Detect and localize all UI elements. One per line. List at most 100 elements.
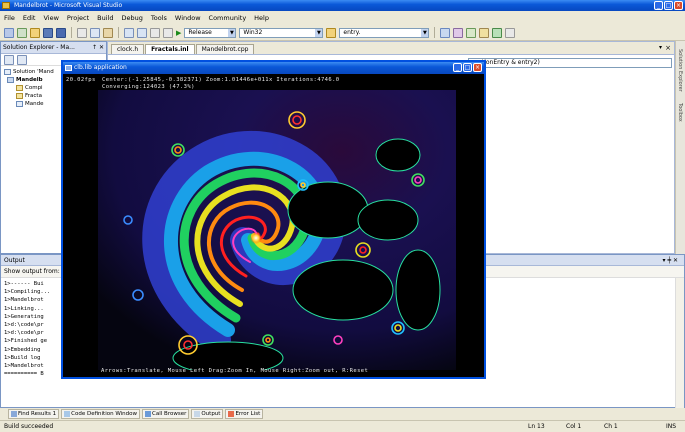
output-line: 1>Finished ge bbox=[4, 338, 48, 345]
cut-icon[interactable] bbox=[77, 27, 87, 38]
redo-icon[interactable] bbox=[137, 27, 147, 38]
menu-community[interactable]: Community bbox=[208, 14, 247, 22]
menu-build[interactable]: Build bbox=[97, 14, 114, 22]
paste-icon[interactable] bbox=[103, 27, 113, 38]
maximize-icon[interactable]: □ bbox=[463, 63, 472, 72]
object-browser-icon[interactable] bbox=[466, 27, 477, 38]
status-bar: Build succeeded Ln 13 Col 1 Ch 1 INS bbox=[0, 420, 685, 432]
output-line: 1>------ Bui bbox=[4, 281, 44, 287]
chevron-down-icon: ▼ bbox=[228, 28, 236, 37]
play-icon: ▶ bbox=[176, 28, 182, 37]
tab-output[interactable]: Output bbox=[191, 409, 224, 419]
tab-label: Call Browser bbox=[152, 411, 187, 417]
mandelbrot-render bbox=[98, 90, 456, 370]
solution-explorer-title: Solution Explorer - Ma... bbox=[3, 44, 75, 51]
output-line: 1>Embedding bbox=[4, 346, 41, 353]
solution-configuration-select[interactable]: Release ▼ bbox=[184, 27, 237, 38]
start-debugging-button[interactable]: ▶ bbox=[176, 29, 181, 37]
menu-project[interactable]: Project bbox=[66, 14, 90, 22]
tab-list-icon[interactable]: ▾ bbox=[658, 44, 662, 51]
tab-error-list[interactable]: Error List bbox=[225, 409, 264, 419]
find-results-icon bbox=[11, 411, 17, 417]
tab-fractals-inl[interactable]: Fractals.inl bbox=[145, 44, 195, 54]
tab-call-browser[interactable]: Call Browser bbox=[142, 409, 190, 419]
minimize-icon[interactable]: _ bbox=[654, 1, 663, 10]
find-combo[interactable]: entry. ▼ bbox=[339, 27, 430, 38]
standard-toolbar: ▶ Release ▼ Win32 ▼ entry. ▼ bbox=[0, 25, 685, 41]
tab-clock-h[interactable]: clock.h bbox=[111, 44, 145, 54]
navigate-forward-icon[interactable] bbox=[163, 27, 173, 38]
start-page-icon[interactable] bbox=[492, 27, 503, 38]
window-title: Mandelbrot - Microsoft Visual Studio bbox=[14, 2, 123, 9]
menu-edit[interactable]: Edit bbox=[22, 14, 36, 22]
new-project-icon[interactable] bbox=[4, 27, 14, 38]
solution-explorer-icon[interactable] bbox=[440, 27, 451, 38]
tab-mandelbrot-cpp[interactable]: Mandelbrot.cpp bbox=[195, 44, 255, 54]
save-all-icon[interactable] bbox=[56, 27, 66, 38]
app-window-icon bbox=[65, 65, 72, 71]
pin-icon[interactable]: ↑ bbox=[92, 44, 98, 51]
tree-item-label: Solution 'Mand bbox=[13, 69, 54, 75]
add-item-icon[interactable] bbox=[17, 27, 27, 38]
tree-item-folder[interactable]: Fracta bbox=[4, 92, 103, 100]
status-column: Col 1 bbox=[566, 423, 582, 430]
close-document-icon[interactable]: × bbox=[665, 44, 671, 52]
member-dropdown[interactable]: erationEntry & entry2) bbox=[468, 58, 672, 68]
output-window-controls[interactable]: ▾ ╪ ✕ bbox=[662, 257, 678, 264]
tab-find-results[interactable]: Find Results 1 bbox=[8, 409, 60, 419]
toolbar-separator bbox=[71, 27, 72, 38]
solution-platform-select[interactable]: Win32 ▼ bbox=[239, 27, 324, 38]
save-icon[interactable] bbox=[43, 27, 53, 38]
converging-readout: Converging:124023 (47.3%) bbox=[102, 84, 195, 90]
tree-item-file[interactable]: Mande bbox=[4, 100, 103, 108]
status-char: Ch 1 bbox=[604, 423, 618, 430]
toolbar-separator bbox=[434, 27, 436, 38]
show-all-files-icon[interactable] bbox=[17, 54, 27, 65]
menu-debug[interactable]: Debug bbox=[121, 14, 143, 22]
tab-label: Find Results 1 bbox=[18, 411, 57, 417]
output-scrollbar[interactable] bbox=[675, 278, 684, 408]
undo-icon[interactable] bbox=[124, 27, 134, 38]
project-icon bbox=[7, 77, 14, 83]
platform-value: Win32 bbox=[243, 28, 263, 36]
tree-item-folder[interactable]: Compi bbox=[4, 84, 103, 92]
find-in-files-icon[interactable] bbox=[326, 27, 337, 38]
output-line: 1>Mandelbrot bbox=[4, 297, 44, 304]
output-icon bbox=[194, 411, 201, 417]
properties-icon[interactable] bbox=[453, 27, 464, 38]
tree-item-label: Mande bbox=[25, 101, 44, 107]
status-insert-mode: INS bbox=[666, 423, 677, 430]
chevron-down-icon: ▼ bbox=[421, 28, 429, 37]
close-icon[interactable]: × bbox=[674, 1, 683, 10]
open-file-icon[interactable] bbox=[30, 27, 40, 38]
bottom-toolwindow-tabs: Find Results 1 Code Definition Window Ca… bbox=[0, 408, 685, 420]
close-icon[interactable]: × bbox=[473, 63, 482, 72]
properties-icon[interactable] bbox=[4, 54, 14, 65]
solution-explorer-side-tab[interactable]: Solution Explorer bbox=[677, 49, 683, 92]
maximize-icon[interactable]: □ bbox=[664, 1, 673, 10]
status-line: Ln 13 bbox=[528, 423, 545, 430]
toolbar-options-icon[interactable] bbox=[505, 27, 516, 38]
menu-view[interactable]: View bbox=[43, 14, 59, 22]
menu-help[interactable]: Help bbox=[254, 14, 269, 22]
tree-item-label: Compi bbox=[25, 85, 43, 91]
toolbox-icon[interactable] bbox=[479, 27, 490, 38]
tree-item-project[interactable]: Mandelb bbox=[4, 76, 103, 84]
menu-tools[interactable]: Tools bbox=[150, 14, 167, 22]
controls-help-text: Arrows:Translate, Mouse Left Drag:Zoom I… bbox=[101, 368, 369, 374]
tab-code-definition[interactable]: Code Definition Window bbox=[61, 409, 141, 419]
menu-window[interactable]: Window bbox=[174, 14, 201, 22]
solution-icon bbox=[4, 69, 11, 75]
tree-item-solution[interactable]: Solution 'Mand bbox=[4, 68, 103, 76]
copy-icon[interactable] bbox=[90, 27, 100, 38]
fractal-viewport[interactable]: 20.02fps Center:(-1.25845,-0.382371) Zoo… bbox=[63, 74, 484, 377]
minimize-icon[interactable]: _ bbox=[453, 63, 462, 72]
menu-file[interactable]: File bbox=[4, 14, 15, 22]
output-line: 1>d:\code\pr bbox=[4, 330, 44, 337]
toolbox-side-tab[interactable]: Toolbox bbox=[677, 103, 683, 122]
tab-label: Output bbox=[201, 411, 221, 417]
chevron-down-icon: ▼ bbox=[315, 28, 323, 37]
close-icon[interactable]: ✕ bbox=[98, 44, 104, 51]
navigate-back-icon[interactable] bbox=[150, 27, 160, 38]
output-line: ========== B bbox=[4, 371, 44, 378]
